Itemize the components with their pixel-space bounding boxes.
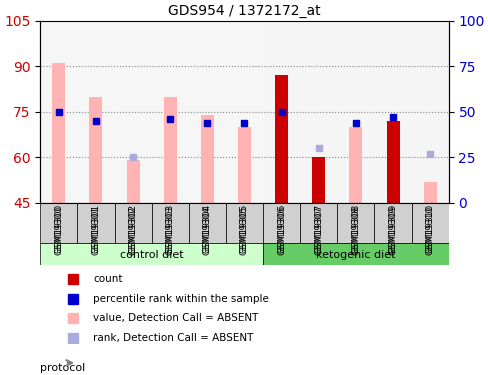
Text: control diet: control diet [120,250,183,259]
Text: GSM19306: GSM19306 [277,206,285,255]
Text: GSM19303: GSM19303 [165,206,174,255]
Text: value, Detection Call = ABSENT: value, Detection Call = ABSENT [93,314,258,323]
Bar [411,203,448,243]
Text: GSM19304: GSM19304 [203,206,211,255]
Text: GSM19307: GSM19307 [314,204,323,253]
Bar [188,203,225,243]
Text: GSM19300: GSM19300 [54,204,63,253]
Bar [349,127,362,203]
Text: rank, Detection Call = ABSENT: rank, Detection Call = ABSENT [93,333,253,343]
Bar [163,96,176,203]
Bar [238,127,250,203]
Bar [52,63,65,203]
Text: GSM19309: GSM19309 [388,206,397,255]
Text: ketogenic diet: ketogenic diet [316,250,395,259]
Text: GSM19310: GSM19310 [425,206,434,255]
Bar [263,203,300,243]
Bar [337,203,374,243]
Bar [126,160,139,203]
Bar [263,21,448,203]
Text: GSM19310: GSM19310 [425,204,434,253]
Text: GSM19308: GSM19308 [351,204,360,253]
Text: GSM19304: GSM19304 [203,204,211,253]
Bar [40,243,263,265]
Text: GSM19309: GSM19309 [388,204,397,253]
Text: GSM19308: GSM19308 [351,206,360,255]
Bar [263,243,448,265]
Bar [89,96,102,203]
Bar [40,21,263,203]
Text: GSM19301: GSM19301 [91,204,100,253]
Text: GSM19306: GSM19306 [277,204,285,253]
Bar [201,115,213,203]
Text: GSM19307: GSM19307 [314,206,323,255]
Bar [40,203,77,243]
Bar [374,203,411,243]
Bar [386,121,399,203]
Text: count: count [93,274,122,284]
Bar [151,203,188,243]
Bar [275,75,287,203]
Bar [312,157,325,203]
Text: GSM19302: GSM19302 [128,204,137,253]
Text: GSM19305: GSM19305 [240,206,248,255]
Text: GSM19305: GSM19305 [240,204,248,253]
Text: GSM19302: GSM19302 [128,206,137,255]
Text: GSM19301: GSM19301 [91,206,100,255]
Bar [114,203,151,243]
Text: protocol: protocol [40,363,85,373]
Title: GDS954 / 1372172_at: GDS954 / 1372172_at [168,4,320,18]
Bar [77,203,114,243]
Text: percentile rank within the sample: percentile rank within the sample [93,294,269,304]
Bar [423,182,436,203]
Bar [225,203,263,243]
Bar [300,203,337,243]
Text: GSM19300: GSM19300 [54,206,63,255]
Text: GSM19303: GSM19303 [165,204,174,253]
